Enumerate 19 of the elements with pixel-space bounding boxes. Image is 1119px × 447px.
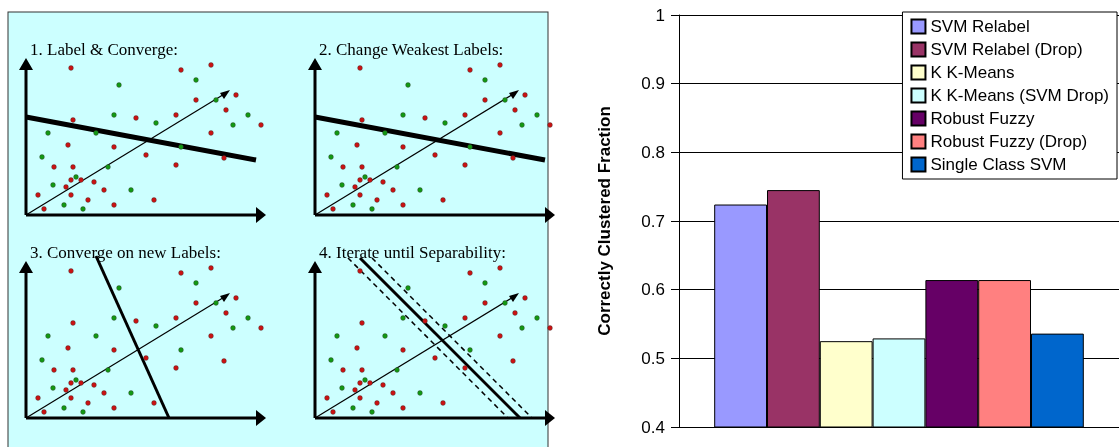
legend-label: K K-Means (SVM Drop) (930, 86, 1110, 105)
text: 3. Converge on new Labels: (30, 243, 221, 262)
legend-label: SVM Relabel (Drop) (930, 40, 1083, 59)
y-tick-label: 0.9 (641, 74, 665, 94)
legend-label: Robust Fuzzy (Drop) (930, 132, 1088, 151)
y-tick-label: 0.6 (641, 280, 665, 300)
y-tick-label: 1 (655, 5, 665, 25)
y-tick-label: 0.7 (641, 211, 665, 231)
y-tick-label: 0.5 (641, 348, 665, 368)
text: 2. Change Weakest Labels: (319, 40, 504, 59)
y-axis-title: Correctly Clustered Fraction (595, 106, 614, 336)
legend-label: Single Class SVM (930, 155, 1067, 174)
legend-label: SVM Relabel (930, 17, 1030, 36)
text: 4. Iterate until Separability: (319, 243, 506, 262)
y-tick-label: 0.4 (641, 417, 665, 437)
legend-label: K K-Means (930, 63, 1015, 82)
legend-label: Robust Fuzzy (930, 109, 1035, 128)
y-tick-label: 0.8 (641, 142, 665, 162)
text: 1. Label & Converge: (30, 40, 178, 59)
